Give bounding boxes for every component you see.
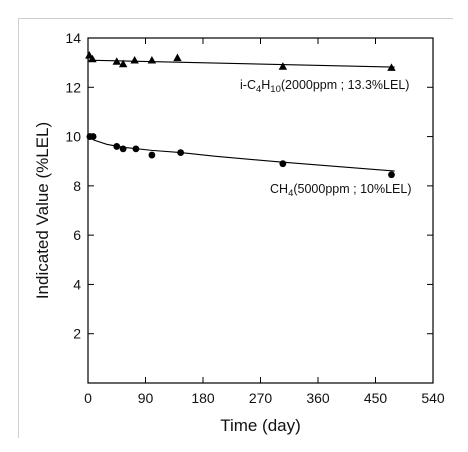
x-axis-title: Time (day) (220, 416, 301, 435)
y-tick-label: 12 (65, 79, 81, 95)
y-tick-label: 4 (73, 276, 81, 292)
label-part-subscript: 10 (270, 84, 281, 95)
figure-frame (18, 18, 453, 438)
axis-ticks: 0 90 180 270 360 450 540 2 4 6 8 10 12 14 (65, 30, 444, 406)
label-part-subscript: 4 (288, 188, 293, 199)
x-tick-label: 540 (421, 390, 445, 406)
data-point-circle (388, 171, 395, 179)
x-tick-label: 450 (364, 390, 388, 406)
data-point-triangle (130, 55, 139, 64)
label-part: (2000ppm ; 13.3%LEL) (281, 78, 410, 92)
label-part: (5000ppm ; 10%LEL) (293, 182, 411, 196)
data-point-triangle (147, 55, 157, 64)
x-tick-label: 180 (191, 390, 215, 406)
data-point-triangle (387, 63, 396, 71)
data-markers (85, 51, 396, 179)
data-point-triangle (112, 57, 121, 65)
data-point-circle (279, 160, 287, 168)
data-point-circle (119, 145, 127, 153)
label-part: i-C (240, 78, 256, 92)
x-tick-label: 0 (84, 390, 92, 406)
x-tick-label: 360 (306, 390, 330, 406)
data-point-circle (113, 143, 121, 150)
y-tick-label: 10 (65, 129, 81, 145)
data-point-circle (148, 151, 156, 159)
data-point-triangle (118, 59, 128, 68)
label-part-subscript: 4 (256, 84, 261, 95)
y-tick-label: 14 (65, 30, 81, 46)
y-tick-label: 2 (73, 326, 81, 342)
data-point-triangle (278, 62, 288, 70)
y-tick-label: 6 (73, 227, 81, 243)
y-axis-title: Indicated Value (%LEL) (33, 122, 52, 299)
trend-line-methane (87, 136, 395, 172)
data-point-circle (177, 149, 185, 156)
data-point-circle (89, 133, 97, 140)
series-label-methane: CH4(5000ppm ; 10%LEL) (270, 182, 412, 199)
data-point-triangle (88, 54, 97, 63)
trend-line-isobutane (87, 59, 395, 68)
y-tick-label: 8 (73, 178, 81, 194)
series-label-isobutane: i-C4H10(2000ppm ; 13.3%LEL) (240, 78, 409, 95)
data-point-circle (132, 145, 140, 153)
label-part: H (261, 78, 270, 92)
x-tick-label: 270 (249, 390, 273, 406)
trend-lines (87, 59, 395, 172)
x-tick-label: 90 (138, 390, 154, 406)
label-part: CH (270, 182, 288, 196)
data-point-triangle (173, 53, 182, 62)
